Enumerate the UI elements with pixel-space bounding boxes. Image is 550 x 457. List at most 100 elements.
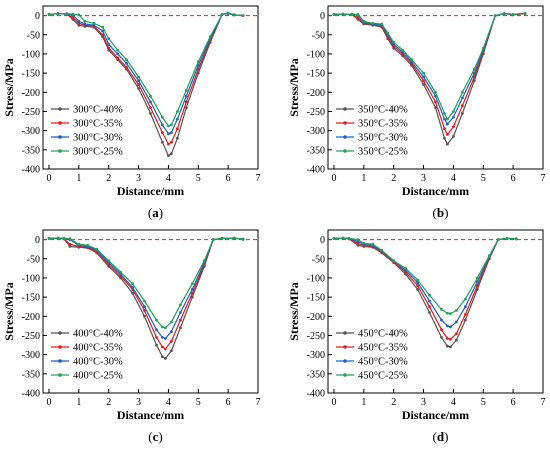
data-point [232, 13, 236, 17]
legend-entry: 400°C-30% [73, 357, 123, 368]
legend-entry: 450°C-40% [358, 329, 408, 340]
data-point [464, 297, 467, 301]
legend-marker [58, 121, 62, 125]
x-axis-label: Distance/mm [117, 184, 184, 198]
data-point [434, 106, 437, 109]
y-axis-label: Stress/MPa [2, 58, 16, 116]
data-point [131, 291, 135, 295]
data-point [164, 357, 167, 360]
data-point [77, 242, 81, 246]
data-point [422, 83, 425, 86]
data-point [487, 254, 491, 258]
legend: 300°C-40% 300°C-35% 300°C-30% 300°C-25% [51, 105, 123, 158]
data-point [119, 270, 122, 274]
data-point [143, 309, 146, 312]
legend-entry: 350°C-40% [358, 105, 408, 116]
series-4 [47, 11, 245, 128]
data-point [77, 19, 81, 23]
series-line [48, 237, 244, 329]
data-point [190, 288, 194, 291]
data-point [170, 131, 173, 135]
data-point [68, 245, 72, 248]
x-tick-label: 7 [541, 173, 546, 184]
data-point [455, 320, 458, 324]
data-point [184, 89, 188, 92]
data-point [449, 345, 452, 349]
x-tick-label: 3 [136, 397, 141, 408]
data-point [371, 242, 375, 246]
y-tick-label: 0 [35, 235, 40, 246]
y-tick-label: -300 [307, 126, 325, 137]
data-point [446, 117, 449, 121]
x-tick-label: 0 [46, 173, 51, 184]
data-point [184, 106, 188, 109]
data-point [523, 11, 527, 15]
data-point [77, 21, 81, 25]
data-point [143, 299, 146, 303]
data-point [392, 259, 396, 263]
y-tick-label: -150 [307, 293, 325, 304]
data-point [125, 66, 128, 69]
y-tick-label: -250 [22, 331, 40, 342]
series-line [48, 12, 244, 135]
data-point [428, 311, 431, 314]
data-point [356, 16, 360, 19]
data-point [68, 242, 72, 246]
data-point [514, 237, 518, 241]
x-tick-label: 5 [481, 397, 486, 408]
data-point [155, 328, 158, 332]
data-point [208, 35, 212, 39]
data-point [505, 237, 509, 240]
data-point [92, 21, 96, 25]
y-tick-label: -50 [312, 30, 325, 41]
data-point [155, 336, 158, 339]
data-point [164, 326, 167, 330]
y-tick-label: -400 [307, 389, 325, 400]
legend-entry: 300°C-35% [73, 119, 123, 130]
data-point [241, 237, 245, 241]
data-point [137, 79, 141, 83]
y-tick-label: -150 [307, 69, 325, 80]
data-point [434, 100, 437, 104]
data-point [164, 347, 167, 351]
data-point [220, 13, 224, 16]
data-point [475, 284, 479, 287]
x-tick-label: 0 [331, 173, 336, 184]
data-point [428, 299, 431, 303]
data-point [107, 46, 111, 50]
data-point [446, 324, 449, 328]
y-tick-label: -250 [307, 331, 325, 342]
y-tick-label: -200 [22, 312, 40, 323]
data-point [440, 318, 443, 322]
data-point [422, 75, 425, 79]
data-point [371, 21, 375, 25]
x-tick-label: 2 [106, 173, 111, 184]
series-2 [332, 12, 527, 136]
data-point [116, 48, 120, 52]
x-tick-label: 5 [196, 173, 201, 184]
x-tick-label: 4 [451, 173, 456, 184]
data-point [332, 13, 336, 16]
data-point [56, 236, 60, 240]
data-point [170, 339, 173, 343]
legend-entry: 350°C-30% [358, 133, 408, 144]
x-tick-label: 4 [451, 397, 456, 408]
data-point [167, 142, 170, 146]
data-point [77, 13, 81, 17]
data-point [83, 22, 87, 26]
panel-caption: (b) [433, 205, 449, 220]
data-point [176, 127, 179, 131]
x-tick-label: 7 [256, 173, 261, 184]
data-point [362, 19, 366, 23]
data-point [161, 115, 164, 119]
data-point [511, 13, 515, 16]
panel-caption: (a) [148, 205, 163, 220]
data-point [449, 337, 452, 341]
data-point [164, 337, 167, 340]
data-point [493, 14, 497, 17]
y-tick-label: -200 [22, 88, 40, 99]
data-point [481, 46, 485, 50]
x-tick-label: 1 [76, 173, 81, 184]
data-point [496, 238, 500, 242]
